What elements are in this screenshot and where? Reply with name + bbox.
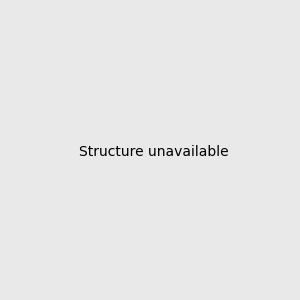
- Text: Structure unavailable: Structure unavailable: [79, 145, 229, 158]
